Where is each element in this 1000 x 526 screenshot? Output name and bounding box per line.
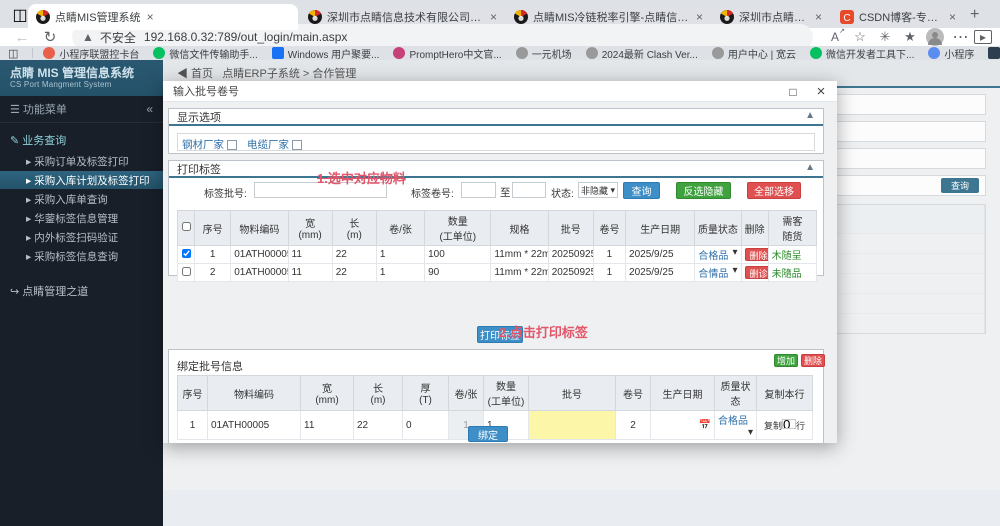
svg-text:C: C bbox=[843, 13, 850, 24]
